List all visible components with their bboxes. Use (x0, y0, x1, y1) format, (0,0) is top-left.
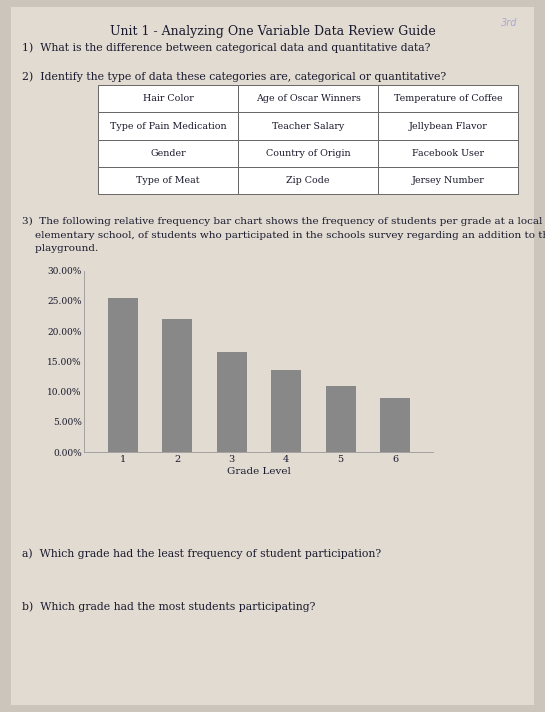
Bar (378, 112, 518, 140)
Bar (162, 319, 192, 452)
Text: Jellybean Flavor: Jellybean Flavor (409, 122, 488, 130)
Text: 3)  The following relative frequency bar chart shows the frequency of students p: 3) The following relative frequency bar … (22, 217, 542, 226)
Bar (238, 140, 378, 167)
Text: b)  Which grade had the most students participating?: b) Which grade had the most students par… (22, 602, 315, 612)
Text: Type of Meat: Type of Meat (136, 176, 200, 184)
Text: 1)  What is the difference between categorical data and quantitative data?: 1) What is the difference between catego… (22, 43, 430, 53)
Text: elementary school, of students who participated in the schools survey regarding : elementary school, of students who parti… (22, 231, 545, 240)
Bar (98, 140, 238, 167)
Text: Type of Pain Medication: Type of Pain Medication (110, 122, 226, 130)
Bar (378, 167, 518, 194)
Bar (108, 298, 138, 452)
Bar (217, 352, 247, 452)
Bar (238, 167, 378, 194)
Bar (378, 140, 518, 167)
Text: Jersey Number: Jersey Number (412, 176, 485, 184)
Bar (378, 85, 518, 112)
Text: Country of Origin: Country of Origin (266, 149, 350, 157)
Text: Unit 1 - Analyzing One Variable Data Review Guide: Unit 1 - Analyzing One Variable Data Rev… (110, 25, 435, 38)
Text: 2)  Identify the type of data these categories are, categorical or quantitative?: 2) Identify the type of data these categ… (22, 71, 446, 82)
Bar (326, 386, 356, 452)
Text: Hair Color: Hair Color (143, 95, 193, 103)
Text: a)  Which grade had the least frequency of student participation?: a) Which grade had the least frequency o… (22, 548, 381, 559)
Bar (238, 85, 378, 112)
Text: 3rd: 3rd (501, 18, 518, 28)
Text: playground.: playground. (22, 244, 98, 253)
Bar (98, 167, 238, 194)
Text: Facebook User: Facebook User (412, 149, 485, 157)
X-axis label: Grade Level: Grade Level (227, 466, 291, 476)
Bar (238, 112, 378, 140)
Bar (98, 85, 238, 112)
Text: Zip Code: Zip Code (287, 176, 330, 184)
Text: Age of Oscar Winners: Age of Oscar Winners (256, 95, 361, 103)
Bar (271, 370, 301, 452)
Bar (98, 112, 238, 140)
Text: Gender: Gender (150, 149, 186, 157)
Text: Temperature of Coffee: Temperature of Coffee (394, 95, 502, 103)
Bar (380, 397, 410, 452)
Text: Teacher Salary: Teacher Salary (272, 122, 344, 130)
